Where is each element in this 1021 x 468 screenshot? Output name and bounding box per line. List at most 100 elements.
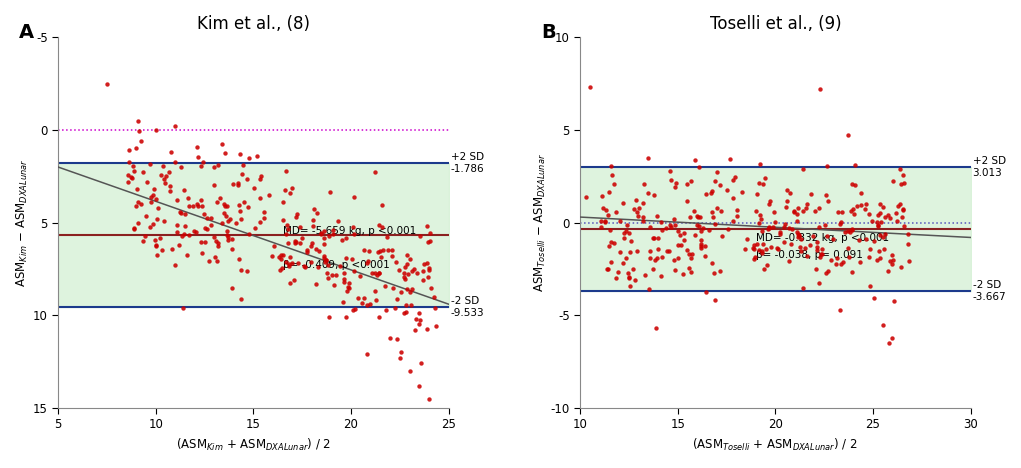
Point [616, 230, 632, 237]
Point [220, 234, 236, 241]
Point [385, 284, 401, 292]
Text: -9.533: -9.533 [450, 307, 484, 318]
Point [676, 229, 692, 237]
Point [693, 227, 710, 234]
Point [697, 289, 714, 296]
Point [869, 218, 885, 226]
Point [866, 294, 882, 301]
Point [709, 204, 725, 212]
Point [832, 306, 848, 314]
Point [621, 229, 637, 237]
Point [666, 216, 682, 223]
Point [679, 180, 695, 188]
Point [372, 248, 388, 255]
Point [778, 203, 794, 211]
Point [635, 217, 651, 225]
Point [871, 248, 887, 255]
Title: Toselli et al., (9): Toselli et al., (9) [710, 15, 841, 33]
Point [892, 165, 909, 173]
Point [306, 205, 323, 212]
Point [252, 176, 269, 183]
Text: -1.786: -1.786 [450, 164, 484, 174]
Point [124, 174, 140, 181]
Point [808, 207, 824, 215]
Point [683, 178, 699, 185]
Point [384, 247, 400, 254]
Point [676, 236, 692, 244]
Point [422, 266, 438, 273]
Point [233, 296, 249, 303]
Point [673, 241, 689, 249]
Point [844, 205, 861, 212]
Point [399, 271, 416, 278]
Point [801, 241, 818, 249]
Point [695, 224, 712, 231]
Point [199, 214, 215, 222]
Point [281, 260, 297, 268]
Point [152, 234, 168, 242]
Point [693, 245, 710, 252]
Point [645, 234, 662, 242]
Point [208, 238, 225, 245]
Point [334, 236, 350, 244]
Point [842, 228, 859, 235]
Point [719, 187, 735, 194]
Point [168, 228, 185, 236]
Point [637, 271, 653, 279]
Point [419, 259, 435, 267]
Point [138, 212, 154, 219]
Point [379, 306, 395, 314]
Point [748, 207, 765, 215]
Point [287, 239, 303, 247]
Point [682, 268, 698, 276]
Point [794, 208, 811, 215]
Point [888, 210, 905, 217]
Point [601, 189, 618, 196]
Point [128, 145, 144, 152]
Point [794, 284, 811, 292]
Point [392, 289, 408, 296]
Point [398, 301, 415, 309]
Point [379, 233, 395, 241]
Point [338, 255, 354, 262]
Point [819, 162, 835, 169]
Point [130, 219, 146, 227]
Point [668, 179, 684, 187]
Point [421, 265, 437, 272]
Point [670, 254, 686, 262]
Point [278, 258, 294, 266]
Point [345, 223, 361, 231]
Point [422, 229, 438, 237]
Point [686, 231, 702, 239]
Point [703, 187, 720, 195]
Point [325, 230, 341, 238]
Point [871, 254, 887, 262]
Point [147, 236, 163, 244]
Point [193, 239, 209, 246]
Point [713, 181, 729, 189]
Point [216, 202, 233, 210]
Point [326, 281, 342, 289]
Point [725, 194, 741, 202]
Point [612, 249, 628, 256]
Point [778, 197, 794, 205]
Point [631, 205, 647, 212]
Point [319, 269, 335, 277]
Point [167, 123, 184, 130]
Point [135, 238, 151, 245]
Point [392, 354, 408, 362]
Point [129, 185, 145, 193]
Point [752, 215, 769, 222]
Point [725, 176, 741, 184]
Point [713, 207, 729, 214]
Point [790, 232, 807, 239]
Point [674, 271, 690, 278]
Point [359, 260, 376, 267]
Point [894, 206, 911, 214]
Point [746, 254, 763, 261]
Point [215, 210, 232, 217]
Point [842, 207, 859, 214]
Point [188, 228, 204, 235]
Point [594, 204, 611, 212]
Point [189, 143, 205, 151]
